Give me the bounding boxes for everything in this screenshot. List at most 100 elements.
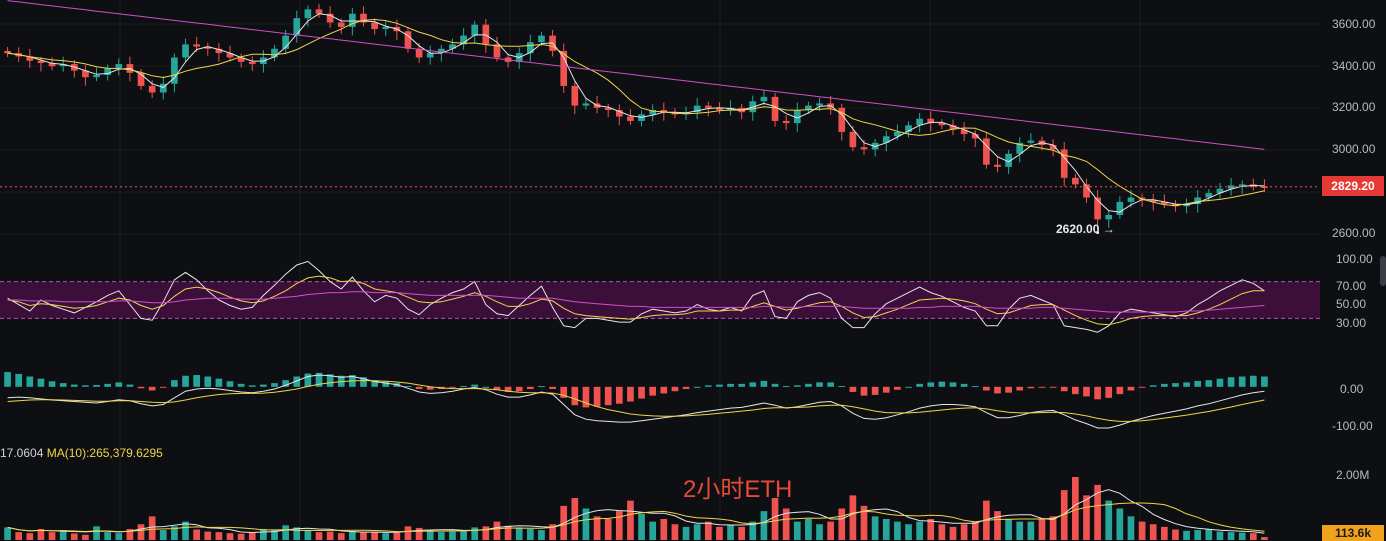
volume-tick-label: 2.00M [1336, 468, 1369, 482]
candle-body [905, 125, 912, 132]
rsi-long-line [7, 291, 1265, 313]
macd-histogram-bar [115, 382, 123, 387]
candle-body [983, 138, 990, 165]
volume-bar [471, 527, 479, 540]
macd-histogram-bar [159, 386, 167, 388]
volume-bar [137, 524, 145, 540]
macd-histogram-bar [838, 386, 846, 388]
candle-body [693, 105, 701, 113]
volume-pane[interactable] [4, 477, 1268, 540]
price-axis: 3600.00 3400.00 3200.00 3000.00 2600.00 … [1332, 17, 1376, 482]
macd-histogram-bar [48, 381, 56, 387]
candle-body [182, 44, 189, 58]
rsi-pane[interactable] [0, 260, 1320, 333]
macd-histogram-bar [582, 386, 590, 408]
volume-bar [1016, 521, 1024, 540]
macd-pane[interactable] [4, 372, 1268, 429]
macd-histogram-bar [4, 372, 11, 387]
macd-histogram-bar [1060, 386, 1068, 392]
volume-bar [1205, 529, 1213, 540]
candle-body [816, 103, 823, 106]
candle-body [660, 110, 668, 113]
candle-body [916, 118, 923, 126]
candle-body [204, 46, 212, 49]
macd-histogram-bar [315, 372, 323, 387]
candle-body [237, 57, 245, 62]
macd-histogram-bar [1249, 375, 1257, 387]
macd-histogram-bar [26, 376, 34, 387]
volume-bar [204, 531, 212, 540]
macd-histogram-bar [593, 386, 601, 407]
candle-body [193, 44, 200, 47]
macd-histogram-bar [1216, 378, 1224, 387]
macd-histogram-bar [916, 383, 923, 387]
macd-histogram-bar [849, 386, 857, 392]
grid-lines [0, 0, 1320, 540]
candle-body [760, 96, 768, 102]
macd-histogram-bar [526, 386, 534, 390]
macd-histogram-bar [782, 386, 790, 388]
macd-histogram-bar [182, 375, 189, 387]
candle-body [326, 13, 334, 23]
candle-body [226, 53, 234, 58]
macd-histogram-bar [515, 386, 523, 392]
candle-body [349, 13, 356, 27]
candle-body [115, 64, 123, 69]
macd-histogram-bar [571, 386, 579, 406]
candle-body [159, 83, 167, 93]
macd-histogram-bar [126, 384, 134, 387]
candle-body [771, 96, 779, 121]
candle-body [971, 134, 979, 139]
candle-body [560, 50, 568, 86]
volume-bar [816, 524, 823, 540]
rsi-tick-label: 100.00 [1336, 252, 1373, 266]
volume-bar [449, 531, 456, 540]
candle-body [293, 18, 301, 36]
macd-histogram-bar [460, 386, 467, 388]
macd-histogram-bar [82, 385, 89, 387]
pane-scroll-handle[interactable] [1380, 256, 1386, 286]
volume-bar [682, 526, 690, 540]
volume-bar [1149, 524, 1157, 540]
arrow-right-icon: → [1102, 222, 1115, 236]
volume-bar [1227, 532, 1235, 540]
macd-histogram-bar [816, 382, 823, 387]
volume-bar [271, 530, 278, 540]
candle-body [59, 64, 67, 67]
candle-body [960, 129, 968, 135]
volume-bar [382, 533, 390, 540]
volume-bar [1194, 530, 1202, 540]
candle-body [1205, 193, 1213, 198]
volume-bar [460, 530, 467, 540]
volume-bar [894, 521, 901, 540]
candle-body [171, 57, 178, 84]
volume-bar [871, 516, 879, 540]
candle-body [927, 118, 935, 124]
macd-histogram-bar [360, 377, 367, 387]
macd-histogram-bar [604, 386, 612, 406]
volume-bar [1183, 530, 1190, 540]
volume-bar [960, 524, 968, 540]
candle-body [938, 123, 946, 126]
volume-bar [604, 519, 612, 540]
macd-histogram-bar [560, 386, 568, 398]
volume-bar [504, 525, 512, 540]
macd-histogram-bar [882, 386, 890, 393]
volume-bar [1238, 532, 1246, 540]
candle-body [48, 62, 56, 67]
macd-histogram-bar [983, 386, 990, 391]
macd-histogram-bar [1016, 386, 1024, 391]
volume-bar [315, 532, 323, 540]
volume-bar [37, 528, 45, 540]
candle-body [1238, 184, 1246, 186]
candle-body [582, 103, 590, 106]
volume-bar [738, 526, 746, 540]
price-pane[interactable] [0, 0, 1320, 234]
macd-histogram-bar [1172, 383, 1179, 387]
macd-histogram-bar [938, 381, 946, 387]
volume-bar [293, 527, 301, 540]
volume-bar [849, 495, 857, 540]
volume-bar [1094, 484, 1101, 540]
candle-body [1160, 201, 1168, 205]
